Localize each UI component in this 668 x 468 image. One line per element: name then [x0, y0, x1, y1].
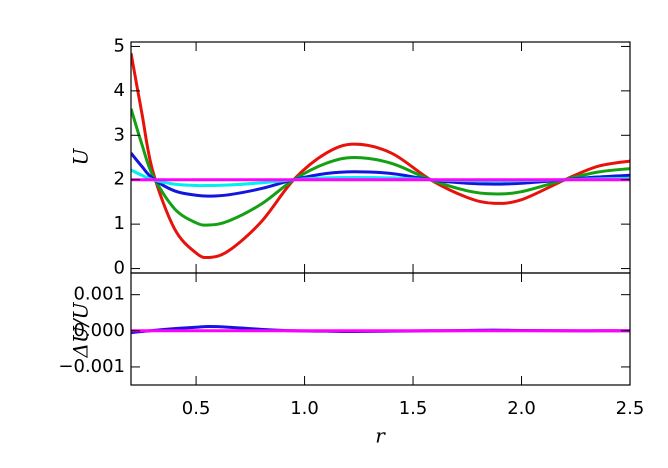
y-tick-label: 2: [114, 169, 125, 190]
x-tick-label: 2.0: [507, 398, 536, 419]
series-line: [131, 52, 630, 260]
y-tick-label: 0: [114, 258, 125, 279]
x-axis-label: r: [375, 424, 386, 448]
y-tick-label: 0.001: [73, 284, 125, 305]
y-axis-label: ΔU/U: [69, 301, 93, 358]
y-tick-label: 4: [114, 80, 125, 101]
y-tick-label: 5: [114, 35, 125, 56]
x-tick-label: 1.5: [399, 398, 428, 419]
plot-frame: [130, 41, 631, 274]
y-tick-label: −0.001: [58, 356, 125, 377]
y-tick-label: 1: [114, 213, 125, 234]
x-tick-label: 0.5: [182, 398, 211, 419]
y-axis-label: U: [69, 147, 93, 165]
y-tick-label: 0.000: [73, 320, 125, 341]
x-tick-label: 2.5: [616, 398, 645, 419]
x-tick-label: 1.0: [290, 398, 319, 419]
y-tick-label: 3: [114, 124, 125, 145]
series-line: [131, 108, 630, 227]
series-line: [131, 152, 630, 198]
plot-frame: [130, 272, 631, 386]
